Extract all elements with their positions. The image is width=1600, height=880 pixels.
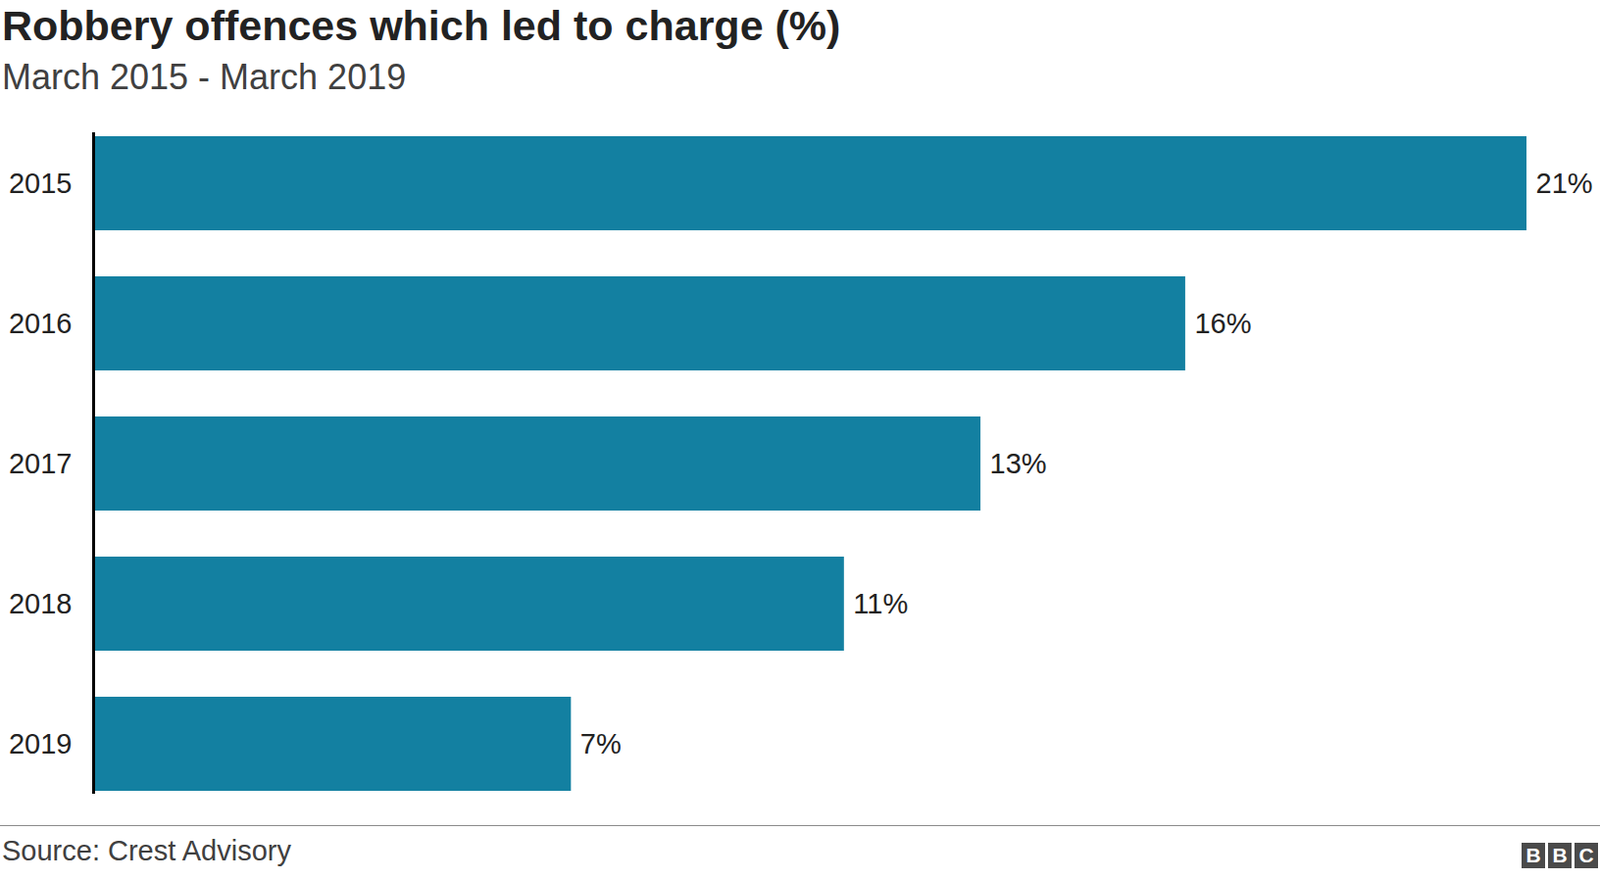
svg-text:2016: 2016 xyxy=(8,307,73,340)
svg-text:16%: 16% xyxy=(1194,307,1251,340)
html-text:Robbery offences which led to: Robbery offences which led to charge (%) xyxy=(1,1,841,50)
svg-text:2015: 2015 xyxy=(8,167,73,200)
html-text:C: C xyxy=(1578,844,1594,867)
html-text:March 2015 - March 2019: March 2015 - March 2019 xyxy=(1,56,407,98)
svg-text:2019: 2019 xyxy=(8,728,73,760)
svg-text:21%: 21% xyxy=(1536,167,1594,200)
svg-text:2017: 2017 xyxy=(8,448,73,480)
html-text:Source: Crest Advisory: Source: Crest Advisory xyxy=(1,835,292,867)
svg-text:2018: 2018 xyxy=(8,588,73,620)
svg-text:7%: 7% xyxy=(580,728,622,760)
svg-text:11%: 11% xyxy=(852,588,908,620)
html-text:B: B xyxy=(1525,844,1541,867)
html-text:B: B xyxy=(1552,844,1568,867)
svg-text:13%: 13% xyxy=(990,448,1048,480)
